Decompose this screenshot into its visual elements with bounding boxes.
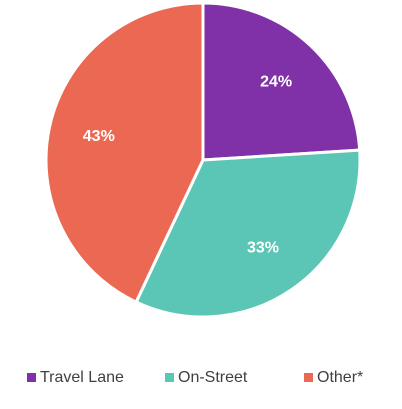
legend-swatch [165, 373, 174, 382]
legend-swatch [27, 373, 36, 382]
legend-label: Other* [317, 369, 363, 386]
legend-label: Travel Lane [40, 369, 124, 386]
pie-slice [201, 1, 362, 162]
pie-slice [44, 1, 205, 305]
legend-label: On-Street [178, 369, 248, 386]
data-label: 43% [83, 128, 115, 145]
data-label: 24% [260, 73, 292, 90]
legend-swatch [304, 373, 313, 382]
data-label: 33% [247, 240, 279, 257]
pie-slice [134, 148, 362, 319]
